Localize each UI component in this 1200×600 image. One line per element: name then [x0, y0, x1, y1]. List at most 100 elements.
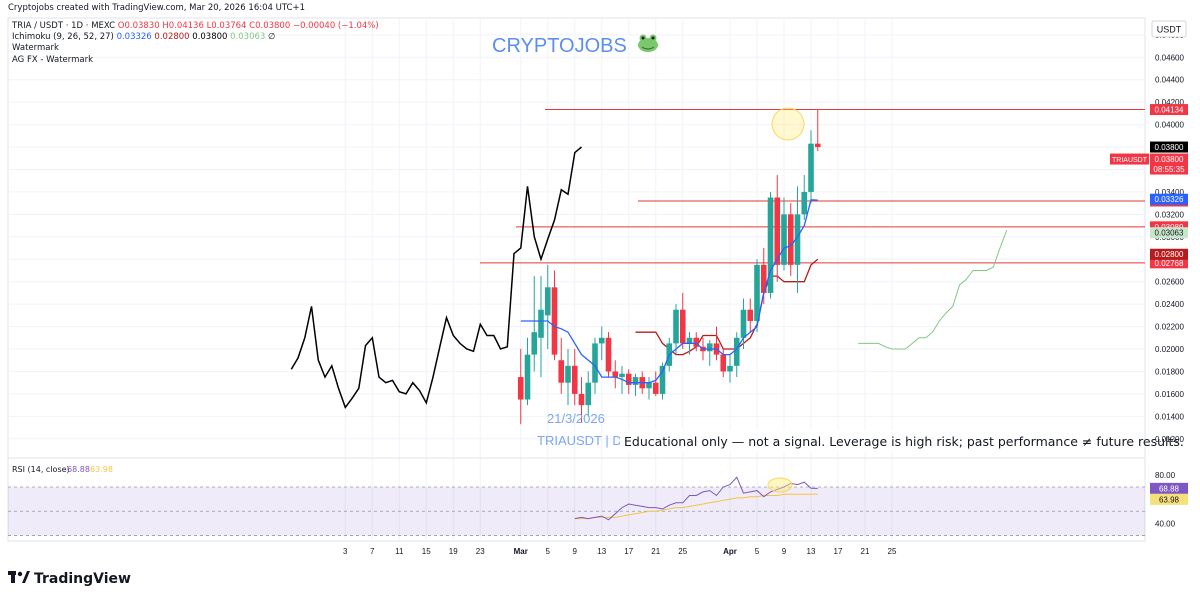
candle-body	[801, 191, 808, 215]
last-symbol-label: TRIAUSDT	[1112, 157, 1148, 164]
candle-body	[774, 197, 781, 265]
candle-body	[585, 382, 592, 406]
time-tick-label: 5	[546, 547, 551, 556]
rsi-highlight	[767, 477, 793, 493]
rsi-band	[8, 486, 1145, 536]
time-tick-label: 21	[651, 547, 660, 556]
chikou-line	[290, 146, 582, 409]
candle-body	[578, 393, 585, 406]
watermark-legend[interactable]: Watermark	[12, 43, 59, 53]
grid	[8, 18, 1145, 541]
ichimoku-v1: 0.03326	[116, 32, 152, 42]
agfx-legend[interactable]: AG FX - Watermark	[12, 55, 94, 65]
candle-body	[598, 337, 605, 344]
ichimoku-v4: 0.03063	[230, 32, 266, 42]
rsi-path	[574, 476, 818, 521]
candle-body	[632, 377, 639, 385]
attribution: Cryptojobs created with TradingView.com,…	[8, 3, 305, 13]
price-tick-label: 0.04600	[1155, 53, 1184, 62]
price-tick-label: 0.02200	[1155, 323, 1184, 332]
time-tick-label: Mar	[514, 547, 528, 556]
rsi-tick-label: 80.00	[1155, 471, 1176, 480]
time-tick-label: 5	[755, 547, 760, 556]
tradingview-label: TradingView	[34, 571, 131, 587]
candle-body	[740, 309, 747, 338]
candle-body	[727, 365, 733, 372]
candle-body	[619, 373, 625, 378]
time-tick-label: 11	[395, 547, 404, 556]
time-tick-label: 3	[343, 547, 348, 556]
ohlc-close: C0.03800	[249, 21, 291, 31]
currency-badge[interactable]	[1151, 20, 1187, 38]
indicator-price-label: 0.02800	[1155, 250, 1184, 259]
candle-body	[612, 371, 619, 378]
price-tick-label: 0.03400	[1155, 188, 1184, 197]
rsi-ma-price-label-bg	[1150, 493, 1188, 505]
time-axis[interactable]: 3 7 11 15 19 23 Mar 5 9 13 17 21 25 Apr 5 9 13 17 21 25	[343, 547, 897, 556]
time-tick-label: 25	[678, 547, 687, 556]
candle-body	[531, 332, 538, 355]
price-tick-label: 0.02000	[1155, 345, 1184, 354]
candle-body	[517, 377, 524, 400]
chikou-path	[290, 146, 582, 409]
price-tick-label: 0.04400	[1155, 76, 1184, 85]
price-tick-label: 0.02600	[1155, 278, 1184, 287]
time-tick-label: 17	[834, 547, 843, 556]
indicator-price-label-bg	[1150, 227, 1188, 239]
candle-body	[625, 373, 632, 385]
disclaimer-box	[620, 430, 1144, 452]
rsi-ma-value: 63.98	[90, 465, 113, 474]
countdown-label: 08:55:35	[1153, 165, 1185, 174]
rsi-lines	[574, 476, 818, 521]
candle-body	[760, 264, 767, 293]
level-price-label-bg	[1150, 257, 1188, 269]
disclaimer-text: Educational only — not a signal. Leverag…	[624, 434, 1184, 449]
rsi-axis: 80.00 40.00	[1155, 471, 1176, 529]
candle-body	[673, 309, 679, 344]
tradingview-logo[interactable]: TradingView	[8, 571, 131, 587]
candle-body	[652, 382, 659, 394]
candle-body	[747, 309, 754, 321]
price-tick-label: 0.04000	[1155, 121, 1184, 130]
time-tick-label: 25	[888, 547, 897, 556]
date-watermark: 21/3/2026	[547, 411, 605, 426]
level-price-label: 0.04134	[1155, 106, 1184, 115]
ichimoku-v2: 0.02800	[154, 32, 190, 42]
level-price-label: 0.02768	[1155, 259, 1184, 268]
tenkan-line	[520, 199, 818, 384]
candle-body	[754, 264, 760, 321]
rsi-ma-price-label: 63.98	[1159, 495, 1180, 504]
price-tick-label: 0.01400	[1155, 412, 1184, 421]
time-tick-label: 19	[449, 547, 458, 556]
brand-watermark: CRYPTOJOBS	[492, 35, 627, 57]
time-tick-label: 13	[807, 547, 816, 556]
symbol-legend[interactable]: TRIA / USDT · 1D · MEXC O0.03830 H0.0413…	[12, 21, 379, 31]
ticker-watermark: TRIAUSDT | D	[537, 433, 622, 448]
price-tick-label: 0.04200	[1155, 98, 1184, 107]
tenkan-path	[520, 199, 818, 384]
ichimoku-legend[interactable]: Ichimoku (9, 26, 52, 27) 0.03326 0.02800…	[12, 32, 275, 42]
candle-body	[720, 354, 727, 372]
candle-body	[605, 337, 612, 372]
candle-body	[524, 354, 531, 400]
candle-body	[686, 337, 693, 344]
price-tick-label: 0.03200	[1155, 210, 1184, 219]
highlight-circle	[771, 107, 805, 141]
candle-body	[592, 343, 598, 383]
rsi-price-label: 68.88	[1159, 484, 1180, 493]
candle-body	[538, 309, 544, 338]
rsi-ma-path	[574, 493, 818, 520]
indicator-price-label-bg	[1150, 141, 1188, 153]
last-symbol-bg	[1110, 153, 1149, 165]
price-tick-label: 0.01200	[1155, 435, 1184, 444]
level-price-label-bg	[1150, 104, 1188, 116]
time-tick-label: 13	[597, 547, 606, 556]
price-tick-label: 0.02400	[1155, 300, 1184, 309]
candle-body	[565, 365, 571, 383]
tradingview-icon	[8, 571, 30, 587]
indicator-price-label-bg	[1150, 193, 1188, 205]
candle-body	[659, 365, 666, 394]
time-tick-label: 9	[573, 547, 578, 556]
indicator-price-label: 0.03800	[1155, 143, 1184, 152]
